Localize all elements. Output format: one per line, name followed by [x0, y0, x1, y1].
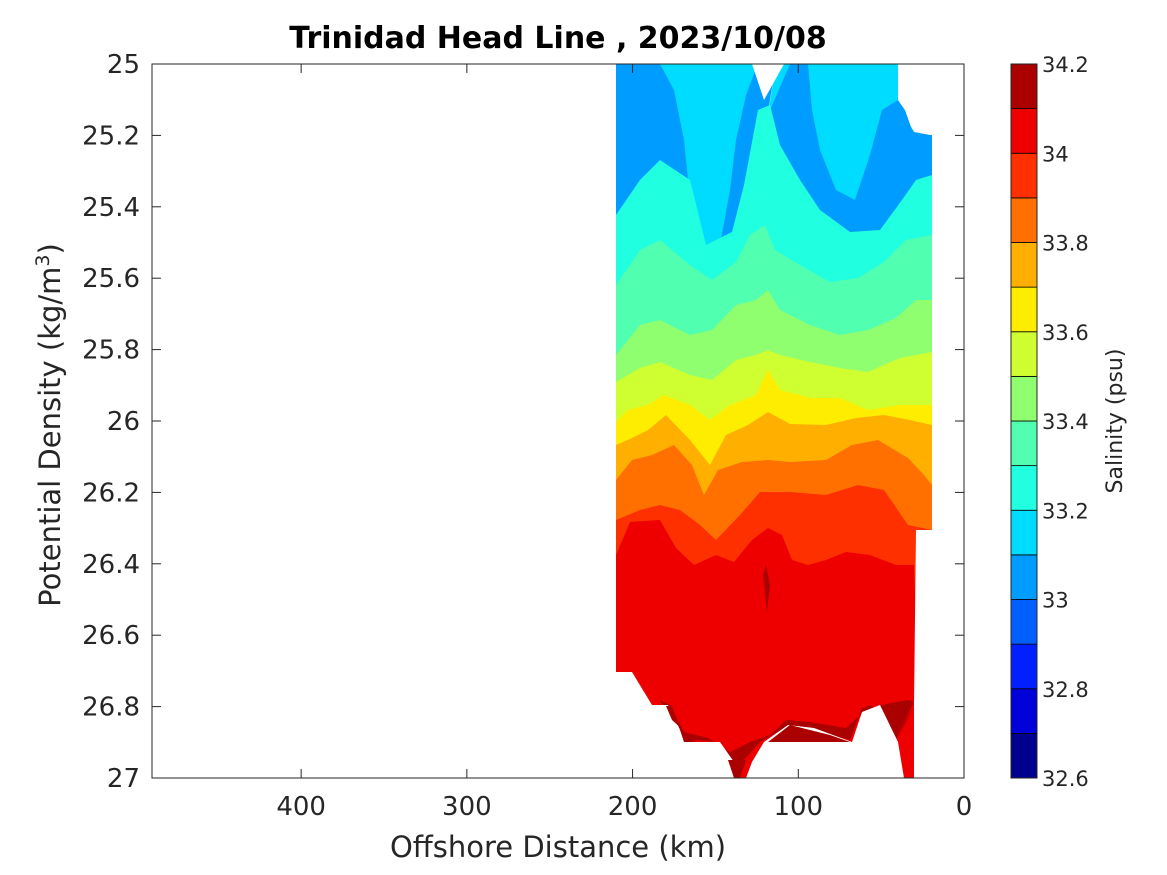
colorbar-segment	[1010, 286, 1038, 333]
contour-band	[666, 706, 696, 742]
y-tick-label: 25.4	[82, 193, 140, 223]
colorbar-segment	[1010, 732, 1038, 779]
contour-band	[763, 565, 770, 612]
colorbar-tick-label: 34	[1042, 142, 1069, 166]
colorbar-segment	[1010, 465, 1038, 511]
colorbar-segment	[1010, 152, 1038, 199]
y-axis-label-superscript: 3	[32, 254, 54, 266]
colorbar-tick-label: 32.8	[1042, 678, 1089, 702]
colorbar-tick-label: 33.8	[1042, 232, 1089, 256]
y-tick-label: 27	[107, 764, 140, 794]
y-tick-label: 26.8	[82, 693, 140, 723]
colorbar-segment	[1010, 63, 1038, 110]
colorbar-label: Salinity (psu)	[1103, 349, 1128, 494]
y-tick-label: 26.2	[82, 478, 140, 508]
contour-band	[660, 700, 914, 762]
y-tick-label: 26	[107, 407, 140, 437]
colorbar-segment	[1010, 197, 1038, 243]
y-tick-label: 25	[107, 50, 140, 80]
colorbar-tick-label: 33.6	[1042, 321, 1089, 345]
colorbar-segment	[1010, 108, 1038, 154]
contour-band	[728, 760, 746, 778]
x-tick-label: 0	[956, 792, 973, 822]
y-axis-ticks: 25 25.2 25.4 25.6 25.8 26 26.2 26.4 26.6 26.8 27	[82, 50, 964, 794]
colorbar-segment	[1010, 643, 1038, 690]
colorbar-tick-label: 33	[1042, 589, 1069, 613]
y-tick-label: 25.6	[82, 264, 140, 294]
x-tick-label: 400	[276, 792, 326, 822]
colorbar-segment	[1010, 688, 1038, 734]
no-data-region	[152, 64, 616, 778]
x-tick-label: 300	[442, 792, 492, 822]
y-axis-label-close: )	[33, 243, 67, 254]
colorbar-tick-label: 33.2	[1042, 499, 1089, 523]
no-data-region	[914, 530, 932, 778]
no-data-region	[932, 135, 964, 778]
contour-band	[616, 520, 932, 778]
chart-title: Trinidad Head Line , 2023/10/08	[289, 21, 826, 56]
colorbar-segment	[1010, 554, 1038, 600]
y-tick-label: 25.8	[82, 336, 140, 366]
y-tick-label: 25.2	[82, 121, 140, 151]
no-data-region	[898, 64, 964, 135]
colorbar-segment	[1010, 242, 1038, 288]
colorbar-tick-label: 33.4	[1042, 410, 1089, 434]
x-tick-label: 200	[608, 792, 658, 822]
y-axis-label-main: Potential Density (kg/m	[33, 267, 67, 607]
y-axis-label: Potential Density (kg/m3)	[32, 243, 67, 607]
no-data-region	[752, 64, 784, 100]
colorbar-segment	[1010, 375, 1038, 422]
contour-band	[768, 725, 850, 742]
x-axis-label: Offshore Distance (km)	[390, 830, 726, 864]
contour-fill-area	[152, 64, 964, 778]
x-tick-label: 100	[773, 792, 823, 822]
no-data-region	[616, 672, 740, 778]
colorbar: 32.6 32.8 33 33.2 33.4 33.6 33.8 34 34.2	[1010, 53, 1089, 791]
colorbar-segment	[1010, 420, 1038, 467]
colorbar-segment	[1010, 331, 1038, 377]
colorbar-tick-label: 32.6	[1042, 767, 1089, 791]
y-tick-label: 26.6	[82, 621, 140, 651]
colorbar-tick-label: 34.2	[1042, 53, 1089, 77]
colorbar-segment	[1010, 599, 1038, 645]
colorbar-segment	[1010, 509, 1038, 556]
colorbar-frame	[1010, 63, 1038, 779]
y-tick-label: 26.4	[82, 550, 140, 580]
x-axis-ticks: 400 300 200 100 0	[276, 64, 972, 822]
contour-band	[896, 706, 914, 742]
